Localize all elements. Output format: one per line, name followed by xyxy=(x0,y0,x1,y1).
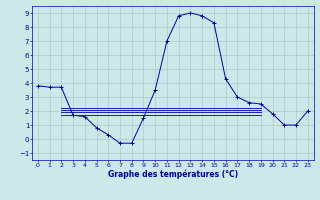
X-axis label: Graphe des températures (°C): Graphe des températures (°C) xyxy=(108,169,238,179)
